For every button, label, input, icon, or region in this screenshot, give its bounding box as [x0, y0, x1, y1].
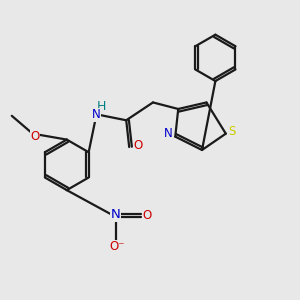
Text: O⁻: O⁻ [110, 240, 125, 253]
Text: N: N [164, 127, 173, 140]
Text: O: O [30, 130, 40, 142]
Text: H: H [97, 100, 106, 112]
Text: S: S [228, 125, 236, 138]
Text: O: O [142, 209, 152, 222]
Text: O: O [134, 139, 143, 152]
Text: N: N [92, 108, 100, 122]
Text: N: N [111, 208, 121, 221]
